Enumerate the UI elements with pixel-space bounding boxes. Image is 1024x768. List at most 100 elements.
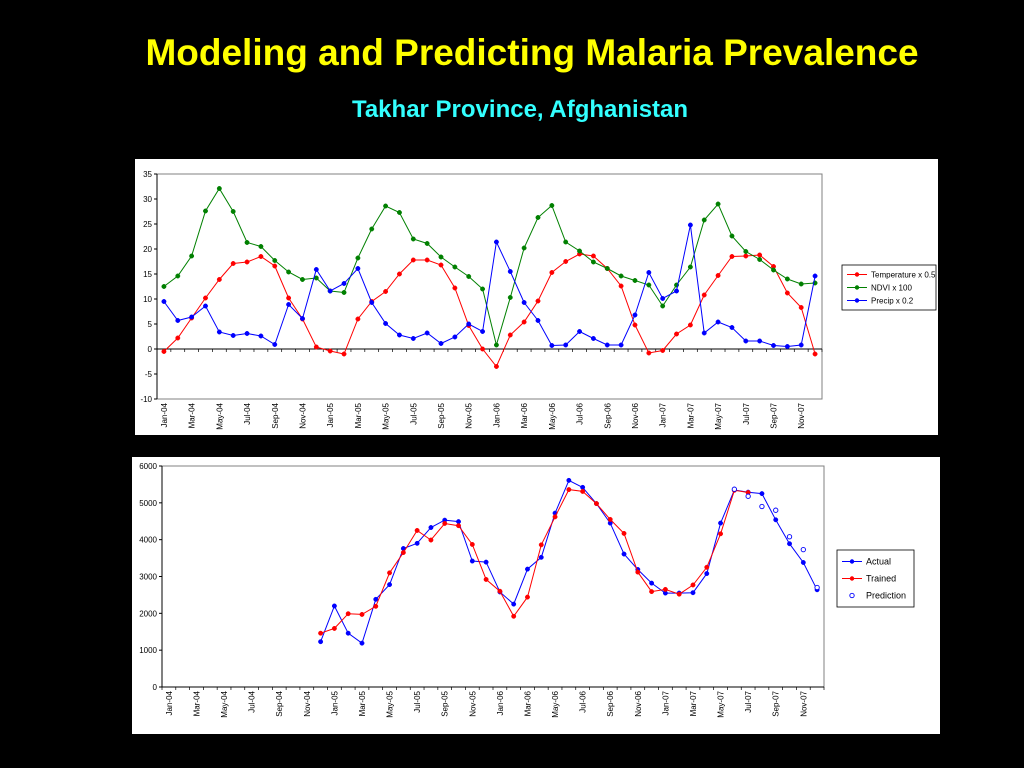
x-tick-label: Nov-07 bbox=[797, 402, 806, 428]
y-tick-label: 20 bbox=[143, 245, 152, 254]
data-point bbox=[272, 342, 278, 347]
data-point bbox=[525, 566, 530, 572]
y-tick-label: 0 bbox=[153, 683, 158, 692]
data-point bbox=[566, 477, 572, 483]
data-point bbox=[414, 528, 420, 533]
slide-subtitle: Takhar Province, Afghanistan bbox=[351, 96, 689, 123]
data-point bbox=[812, 351, 818, 357]
data-point bbox=[318, 630, 324, 636]
data-point bbox=[469, 558, 475, 564]
data-point bbox=[800, 546, 806, 553]
data-point bbox=[798, 281, 804, 287]
data-point bbox=[549, 343, 555, 348]
data-point bbox=[410, 336, 416, 341]
data-point bbox=[442, 521, 448, 526]
x-tick-label: Jul-07 bbox=[744, 690, 753, 712]
data-point bbox=[687, 222, 693, 228]
data-point bbox=[387, 570, 393, 576]
data-point bbox=[369, 226, 375, 232]
x-tick-label: Sep-07 bbox=[770, 402, 779, 428]
x-tick-label: Sep-06 bbox=[603, 402, 612, 428]
x-tick-label: May-07 bbox=[714, 402, 723, 429]
x-tick-label: Jan-05 bbox=[326, 402, 335, 427]
x-tick-label: May-04 bbox=[215, 402, 224, 429]
data-point bbox=[300, 277, 305, 282]
data-point bbox=[538, 554, 544, 560]
legend-label: Precip x 0.2 bbox=[871, 297, 914, 306]
data-point bbox=[161, 284, 167, 289]
data-point bbox=[687, 264, 693, 270]
data-point bbox=[563, 259, 569, 264]
data-point bbox=[676, 591, 682, 597]
data-point bbox=[674, 331, 679, 337]
x-tick-label: Jul-06 bbox=[576, 402, 585, 424]
data-point bbox=[757, 252, 763, 258]
y-tick-label: 6000 bbox=[139, 462, 157, 471]
data-point bbox=[786, 534, 793, 540]
data-point bbox=[507, 269, 513, 274]
data-point bbox=[410, 236, 416, 242]
data-point bbox=[341, 290, 347, 295]
x-tick-label: Nov-04 bbox=[303, 690, 312, 716]
x-tick-label: Jul-06 bbox=[579, 690, 588, 712]
data-point bbox=[230, 261, 236, 266]
data-point bbox=[244, 331, 250, 336]
data-point bbox=[466, 274, 472, 279]
data-point bbox=[590, 253, 596, 259]
data-point bbox=[563, 239, 569, 245]
data-point bbox=[729, 325, 735, 330]
data-point bbox=[729, 254, 735, 259]
x-tick-label: May-07 bbox=[717, 690, 726, 717]
data-point bbox=[704, 571, 710, 577]
data-point bbox=[798, 342, 804, 348]
data-point bbox=[286, 269, 292, 275]
x-tick-label: May-05 bbox=[382, 402, 391, 429]
data-point bbox=[373, 596, 379, 602]
data-point bbox=[355, 266, 361, 271]
x-tick-label: Mar-07 bbox=[686, 402, 695, 428]
data-point bbox=[272, 258, 278, 263]
data-point bbox=[400, 550, 406, 556]
data-point bbox=[800, 560, 806, 565]
data-point bbox=[175, 335, 181, 341]
data-point bbox=[258, 254, 264, 259]
data-point bbox=[424, 330, 430, 336]
data-point bbox=[203, 295, 208, 301]
data-point bbox=[216, 277, 222, 282]
data-point bbox=[466, 321, 472, 327]
x-tick-label: Jan-05 bbox=[330, 690, 339, 715]
data-point bbox=[161, 299, 167, 304]
data-point bbox=[701, 217, 707, 223]
data-point bbox=[327, 288, 333, 294]
data-point bbox=[660, 348, 666, 353]
data-point bbox=[456, 519, 461, 525]
data-point bbox=[359, 640, 365, 646]
x-tick-label: Mar-06 bbox=[523, 690, 532, 716]
data-point bbox=[313, 267, 319, 272]
data-point bbox=[621, 530, 627, 536]
legend-marker bbox=[854, 298, 860, 303]
data-point bbox=[701, 292, 707, 298]
data-point bbox=[632, 322, 638, 328]
x-tick-label: Sep-06 bbox=[606, 690, 615, 716]
y-tick-label: 4000 bbox=[139, 536, 157, 545]
data-point bbox=[577, 248, 583, 254]
y-tick-label: 1000 bbox=[139, 646, 157, 655]
x-tick-label: Jul-05 bbox=[409, 402, 418, 424]
x-tick-label: Jul-07 bbox=[742, 402, 751, 424]
data-point bbox=[773, 507, 779, 513]
data-point bbox=[552, 514, 558, 520]
data-point bbox=[660, 296, 666, 301]
y-tick-label: 5000 bbox=[139, 499, 157, 508]
data-point bbox=[538, 542, 544, 548]
x-tick-label: Nov-06 bbox=[634, 690, 643, 716]
series-line-1 bbox=[163, 187, 816, 347]
x-tick-label: Nov-04 bbox=[298, 402, 307, 428]
y-tick-label: 10 bbox=[143, 295, 152, 304]
data-point bbox=[216, 186, 222, 191]
x-tick-label: Mar-05 bbox=[358, 690, 367, 716]
data-point bbox=[286, 302, 292, 307]
legend-label: Prediction bbox=[866, 591, 906, 601]
data-point bbox=[286, 295, 292, 301]
x-tick-label: Nov-07 bbox=[799, 690, 808, 716]
